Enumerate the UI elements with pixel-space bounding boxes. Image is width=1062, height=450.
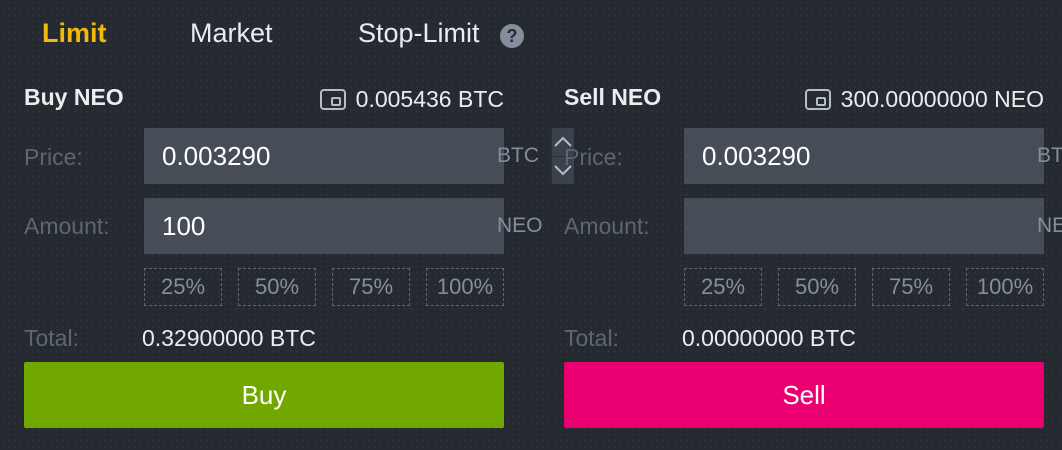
sell-panel: Sell NEO 300.00000000 NEO Price: BTC Amo…: [564, 70, 1062, 450]
tab-limit[interactable]: Limit: [42, 18, 107, 48]
sell-percent-100-button[interactable]: 100%: [966, 268, 1044, 306]
wallet-icon: [804, 89, 831, 110]
buy-percent-25-button[interactable]: 25%: [144, 268, 222, 306]
sell-price-unit: BTC: [1037, 144, 1062, 167]
buy-total-label: Total:: [24, 325, 79, 351]
buy-button[interactable]: Buy: [24, 362, 504, 428]
buy-amount-field: NEO: [144, 198, 543, 254]
buy-price-input[interactable]: [144, 140, 497, 172]
buy-price-unit: BTC: [497, 144, 539, 167]
tab-stop-limit[interactable]: Stop-Limit: [358, 18, 480, 48]
sell-amount-field: NEO: [684, 198, 1062, 254]
sell-amount-label: Amount:: [564, 213, 650, 239]
buy-percent-50-button[interactable]: 50%: [238, 268, 316, 306]
buy-balance: 0.005436 BTC: [319, 86, 504, 113]
sell-percent-75-button[interactable]: 75%: [872, 268, 950, 306]
sell-total-value: 0.00000000 BTC: [682, 325, 856, 351]
buy-price-stepper: [551, 128, 574, 184]
sell-price-label: Price:: [564, 144, 623, 170]
chevron-up-icon[interactable]: [552, 128, 574, 157]
buy-amount-unit: NEO: [497, 214, 543, 237]
order-type-tabs: Limit Market Stop-Limit ?: [0, 0, 1062, 70]
wallet-icon: [319, 89, 346, 110]
help-icon[interactable]: ?: [500, 24, 524, 48]
buy-total-value: 0.32900000 BTC: [142, 325, 316, 351]
buy-amount-input[interactable]: [144, 210, 497, 242]
tab-market[interactable]: Market: [190, 18, 273, 48]
sell-title: Sell NEO: [564, 84, 662, 110]
sell-total-label: Total:: [564, 325, 619, 351]
sell-amount-input[interactable]: [684, 210, 1037, 242]
buy-price-field: BTC: [144, 128, 574, 184]
sell-price-field: BTC: [684, 128, 1062, 184]
buy-balance-value: 0.005436 BTC: [355, 86, 504, 112]
sell-balance-value: 300.00000000 NEO: [840, 86, 1044, 112]
sell-amount-unit: NEO: [1037, 214, 1062, 237]
sell-price-input[interactable]: [684, 140, 1037, 172]
buy-amount-label: Amount:: [24, 213, 110, 239]
sell-percent-50-button[interactable]: 50%: [778, 268, 856, 306]
sell-percent-buttons: 25% 50% 75% 100%: [684, 268, 1044, 306]
sell-balance: 300.00000000 NEO: [804, 86, 1044, 113]
buy-panel: Buy NEO 0.005436 BTC Price: BTC Amount: …: [24, 70, 574, 450]
sell-percent-25-button[interactable]: 25%: [684, 268, 762, 306]
buy-percent-75-button[interactable]: 75%: [332, 268, 410, 306]
buy-price-label: Price:: [24, 144, 83, 170]
chevron-down-icon[interactable]: [552, 156, 574, 184]
buy-percent-buttons: 25% 50% 75% 100%: [144, 268, 504, 306]
buy-title: Buy NEO: [24, 84, 124, 110]
sell-button[interactable]: Sell: [564, 362, 1044, 428]
buy-percent-100-button[interactable]: 100%: [426, 268, 504, 306]
